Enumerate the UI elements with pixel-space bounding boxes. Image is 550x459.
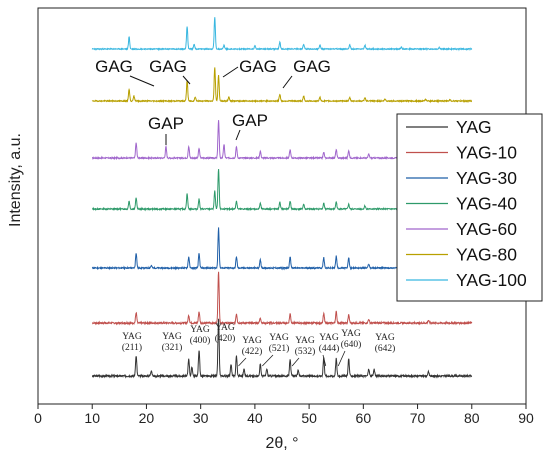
hkl-labels: YAG(211)YAG(321)YAG(400)YAG(420) YAG(422)…	[122, 323, 396, 367]
legend-entry: YAG-80	[456, 245, 517, 265]
gag-annotation: GAG	[149, 57, 187, 76]
x-tick-label: 70	[410, 410, 426, 426]
hkl-label-name: YAG	[242, 336, 262, 346]
series-lines	[91, 17, 473, 379]
x-tick-label: 0	[34, 410, 42, 426]
hkl-label-index: (642)	[375, 343, 396, 354]
legend-entry: YAG	[456, 117, 492, 137]
x-tick-label: 30	[193, 410, 209, 426]
x-tick-label: 10	[84, 410, 100, 426]
x-tick-label: 60	[356, 410, 372, 426]
legend-box	[396, 113, 543, 302]
hkl-label-name: YAG	[295, 336, 315, 346]
hkl-label-name: YAG	[215, 323, 235, 333]
gag-arrow	[222, 66, 239, 78]
x-axis-label: 2θ, °	[265, 435, 298, 452]
gag-arrow	[129, 75, 155, 87]
series-line-yag-80	[91, 67, 473, 104]
hkl-label-index: (420)	[215, 333, 236, 344]
gag-arrow	[282, 75, 293, 89]
hkl-leader-line	[262, 354, 274, 367]
x-tick-label: 90	[518, 410, 534, 426]
legend-entry: YAG-30	[456, 168, 517, 188]
hkl-label-name: YAG	[269, 333, 289, 343]
gag-annotation: GAG	[95, 57, 133, 76]
hkl-label-index: (321)	[162, 342, 183, 353]
gap-arrow	[235, 129, 241, 141]
legend-entry: YAG-10	[456, 143, 517, 163]
hkl-label-name: YAG	[375, 333, 395, 343]
hkl-leader-line	[322, 354, 327, 367]
hkl-leader-line	[291, 357, 300, 367]
hkl-label-name: YAG	[162, 332, 182, 342]
series-line-yag-10	[92, 271, 473, 326]
x-tick-label: 80	[464, 410, 480, 426]
hkl-leader-line	[238, 357, 247, 367]
gag-annotation: GAG	[293, 57, 331, 76]
y-axis-label: Intensity, a.u.	[7, 133, 24, 227]
gag-annotation: GAG	[239, 57, 277, 76]
x-tick-label: 50	[301, 410, 317, 426]
gap-annotation: GAP	[232, 111, 268, 130]
hkl-label-name: YAG	[122, 332, 142, 342]
legend-entry: YAG-60	[456, 219, 517, 239]
x-axis-ticks: 0 10 20 30 40 50 60 70 80 90	[34, 404, 534, 426]
hkl-label-index: (521)	[269, 343, 290, 354]
hkl-label-name: YAG	[341, 329, 361, 339]
legend: YAG YAG-10 YAG-30 YAG-40 YAG-60 YAG-80 YAG-100	[396, 113, 543, 302]
hkl-label-name: YAG	[190, 325, 210, 335]
hkl-leader-line	[337, 350, 346, 367]
legend-entry: YAG-40	[456, 194, 517, 214]
series-line-yag-100	[91, 17, 473, 52]
x-tick-label: 20	[139, 410, 155, 426]
gap-annotation: GAP	[148, 114, 184, 133]
hkl-label-index: (211)	[122, 342, 142, 353]
legend-entry: YAG-100	[456, 270, 527, 290]
phase-annotations: GAG GAG GAG GAG GAP GAP	[95, 57, 331, 145]
series-line-yag	[91, 318, 473, 379]
hkl-label-index: (400)	[190, 335, 211, 346]
hkl-label-index: (640)	[341, 339, 362, 350]
hkl-label-index: (532)	[295, 346, 316, 357]
gag-arrow	[182, 75, 191, 85]
hkl-label-index: (422)	[242, 346, 263, 357]
x-tick-label: 40	[247, 410, 263, 426]
hkl-label-name: YAG	[319, 333, 339, 343]
hkl-label-index: (444)	[319, 343, 340, 354]
